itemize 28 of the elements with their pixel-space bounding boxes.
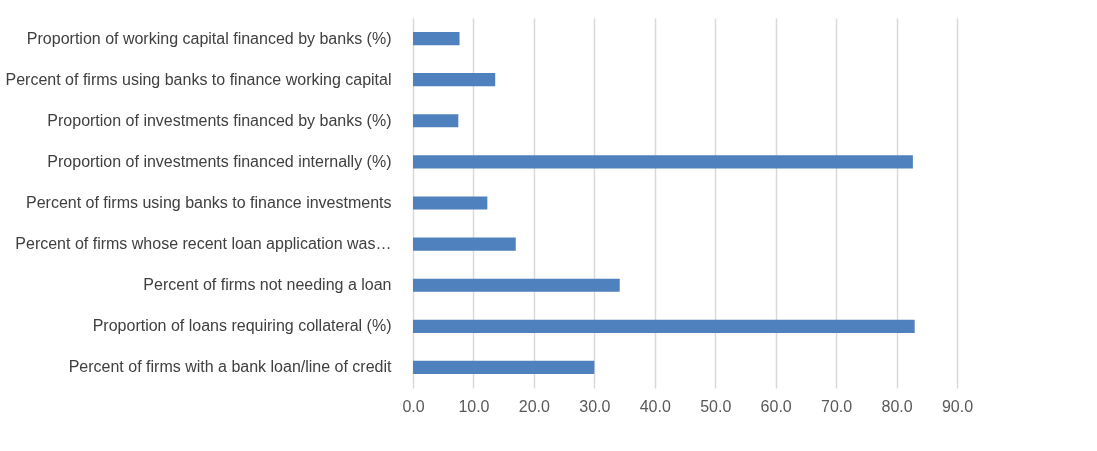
x-tick-label: 40.0 xyxy=(639,397,671,415)
x-tick-label: 30.0 xyxy=(579,397,611,415)
bar xyxy=(413,31,460,46)
y-tick-label: Percent of firms with a bank loan/line of credit xyxy=(68,358,393,376)
x-tick-label: 0.0 xyxy=(402,397,425,415)
y-tick-label: Percent of firms using banks to finance investments xyxy=(25,194,392,211)
bar xyxy=(413,73,496,87)
bar xyxy=(413,114,459,128)
y-tick-label: Percent of firms not needing a loan xyxy=(143,276,392,294)
bar xyxy=(413,196,488,210)
y-tick-label: Proportion of working capital financed by banks (%) xyxy=(26,29,392,47)
bar xyxy=(413,237,516,251)
x-tick-label: 10.0 xyxy=(458,397,490,415)
bar xyxy=(413,319,915,333)
bar xyxy=(413,278,620,292)
y-tick-label: Percent of firms using banks to finance working capital xyxy=(5,70,392,88)
x-tick-label: 60.0 xyxy=(760,397,792,415)
x-tick-label: 50.0 xyxy=(700,397,732,415)
y-tick-label: Proportion of loans requiring collateral (%) xyxy=(92,317,392,335)
x-tick-label: 20.0 xyxy=(518,397,551,415)
y-tick-label: Percent of firms whose recent loan application was… xyxy=(15,235,392,253)
x-tick-label: 80.0 xyxy=(881,397,913,415)
bar xyxy=(413,360,595,375)
bar xyxy=(413,155,913,169)
x-tick-label: 70.0 xyxy=(821,397,853,415)
y-tick-label: Proportion of investments financed by banks (%) xyxy=(47,111,392,129)
x-tick-label: 90.0 xyxy=(941,397,974,415)
y-tick-label: Proportion of investments financed internally (%) xyxy=(47,152,392,170)
